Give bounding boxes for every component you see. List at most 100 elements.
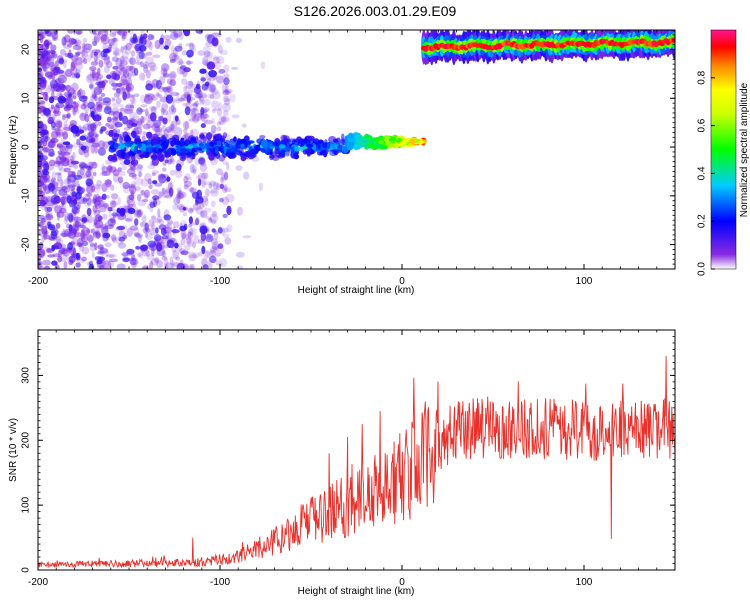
noise-blob <box>93 51 99 56</box>
noise-blob <box>81 246 90 255</box>
noise-blob <box>202 98 211 106</box>
noise-blob <box>215 262 223 266</box>
noise-blob <box>183 184 189 190</box>
noise-blob <box>126 83 131 93</box>
noise-blob <box>60 179 64 189</box>
noise-blob <box>169 155 174 163</box>
noise-blob <box>116 30 126 35</box>
noise-blob <box>81 49 86 57</box>
noise-blob <box>188 254 198 259</box>
noise-blob <box>97 140 106 149</box>
noise-blob <box>218 116 227 126</box>
noise-blob <box>90 122 97 132</box>
tone-blob <box>264 143 268 151</box>
noise-blob <box>211 37 219 47</box>
noise-blob <box>66 195 72 204</box>
noise-blob <box>125 213 134 223</box>
noise-blob <box>116 30 121 36</box>
noise-blob <box>87 131 95 137</box>
noise-blob <box>231 66 239 70</box>
noise-blob <box>144 172 152 182</box>
noise-blob <box>192 202 201 211</box>
tone-blob <box>155 143 160 151</box>
noise-blob <box>226 162 230 171</box>
noise-blob <box>204 198 209 206</box>
noise-blob <box>78 224 86 229</box>
tone-blob <box>117 150 122 158</box>
noise-blob <box>95 225 103 231</box>
noise-blob <box>189 263 195 269</box>
noise-blob <box>38 242 44 250</box>
noise-blob <box>126 248 135 255</box>
noise-blob <box>182 212 188 217</box>
snr-y-ticks: 0 100 200 300 <box>21 329 675 573</box>
noise-blob <box>153 234 162 242</box>
noise-blob <box>216 75 225 85</box>
carrier-blob <box>401 140 406 147</box>
noise-blob <box>74 220 80 229</box>
noise-blob <box>217 243 224 250</box>
carrier-blob <box>368 142 373 148</box>
noise-blob <box>157 94 163 98</box>
noise-blob <box>167 231 172 242</box>
noise-blob <box>130 94 135 105</box>
noise-blob <box>85 165 93 170</box>
noise-blob <box>189 163 195 174</box>
noise-blob <box>140 94 146 104</box>
noise-blob <box>75 100 81 109</box>
noise-blob <box>86 234 95 242</box>
noise-blob <box>154 39 161 50</box>
noise-blob <box>209 76 216 82</box>
noise-blob <box>47 217 52 221</box>
noise-blob <box>101 170 111 176</box>
noise-blob <box>118 170 126 177</box>
noise-blob <box>155 227 159 234</box>
noise-blob <box>151 247 155 257</box>
noise-blob <box>78 161 87 170</box>
noise-blob <box>111 209 118 213</box>
noise-blob <box>117 176 124 184</box>
noise-blob <box>146 254 155 261</box>
noise-blob <box>99 264 104 269</box>
noise-blob <box>124 49 132 55</box>
noise-blob <box>163 128 169 137</box>
noise-blob <box>67 43 72 48</box>
tone-blob <box>221 138 226 143</box>
noise-blob <box>202 264 209 269</box>
noise-blob <box>147 240 156 248</box>
noise-blob <box>97 31 102 36</box>
noise-blob <box>229 93 236 103</box>
noise-blob <box>98 208 107 213</box>
noise-blob <box>48 148 55 157</box>
noise-blob <box>136 107 143 115</box>
noise-blob <box>183 223 188 231</box>
noise-blob <box>112 116 119 121</box>
noise-blob <box>217 101 223 112</box>
noise-blob <box>203 250 211 259</box>
noise-blob <box>162 117 168 125</box>
noise-blob <box>206 260 211 265</box>
noise-blob <box>94 33 101 43</box>
noise-blob <box>112 169 120 177</box>
noise-blob <box>174 242 179 249</box>
noise-blob <box>208 81 214 92</box>
noise-blob <box>124 108 133 114</box>
noise-blob <box>121 252 129 257</box>
noise-blob <box>183 180 192 187</box>
noise-blob <box>185 80 194 89</box>
noise-blob <box>38 215 45 220</box>
noise-blob <box>128 172 137 178</box>
noise-blob <box>205 216 210 220</box>
noise-blob <box>132 203 137 208</box>
noise-blob <box>40 31 46 39</box>
noise-blob <box>208 217 212 221</box>
snr-y-label: SNR (10 * v/v) <box>8 418 19 482</box>
noise-blob <box>102 260 112 269</box>
tone-blob <box>180 148 188 152</box>
noise-blob <box>117 197 122 206</box>
noise-blob <box>93 136 99 145</box>
noise-blob <box>79 167 85 176</box>
tone-blob <box>178 141 186 147</box>
noise-blob <box>170 104 175 113</box>
